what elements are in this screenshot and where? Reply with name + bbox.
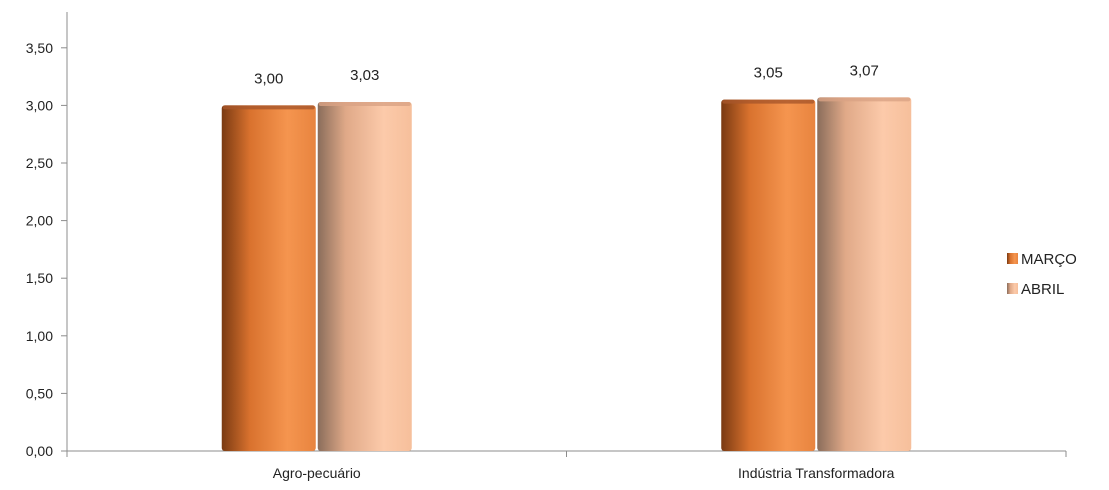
bar-marco-2 [721, 99, 816, 451]
y-tick-label: 1,50 [26, 270, 53, 286]
legend-swatch-abril [1007, 283, 1018, 294]
legend-swatch-marco [1007, 253, 1018, 264]
y-tick-label: 1,00 [26, 328, 53, 344]
y-tick-label: 3,50 [26, 40, 53, 56]
x-category-label: Agro-pecuário [273, 465, 361, 481]
data-label: 3,07 [850, 62, 879, 79]
y-tick-label: 0,50 [26, 385, 53, 401]
bar-cap [318, 101, 411, 106]
data-label: 3,03 [350, 67, 379, 84]
data-label: 3,00 [254, 70, 283, 87]
legend-label-marco: MARÇO [1021, 251, 1077, 268]
bar-cap [818, 97, 911, 102]
y-tick-label: 0,00 [26, 443, 53, 459]
data-label: 3,05 [754, 65, 783, 82]
bar-abril-1 [317, 101, 412, 451]
chart-labels: 3,00 3,03 Agro-pecuário 3,05 3,07 Indústria T… [254, 62, 895, 481]
chart-bars [221, 97, 912, 452]
y-tick-label: 2,50 [26, 155, 53, 171]
bar-cap [722, 99, 815, 104]
y-tick-label: 3,00 [26, 97, 53, 113]
legend-label-abril: ABRIL [1021, 281, 1064, 298]
bar-marco-1 [221, 105, 316, 452]
chart-legend: MARÇO ABRIL [1007, 251, 1077, 298]
y-tick-label: 2,00 [26, 213, 53, 229]
bar-cap [222, 105, 315, 110]
x-category-label: Indústria Transformadora [738, 465, 895, 481]
bar-abril-2 [817, 97, 912, 451]
